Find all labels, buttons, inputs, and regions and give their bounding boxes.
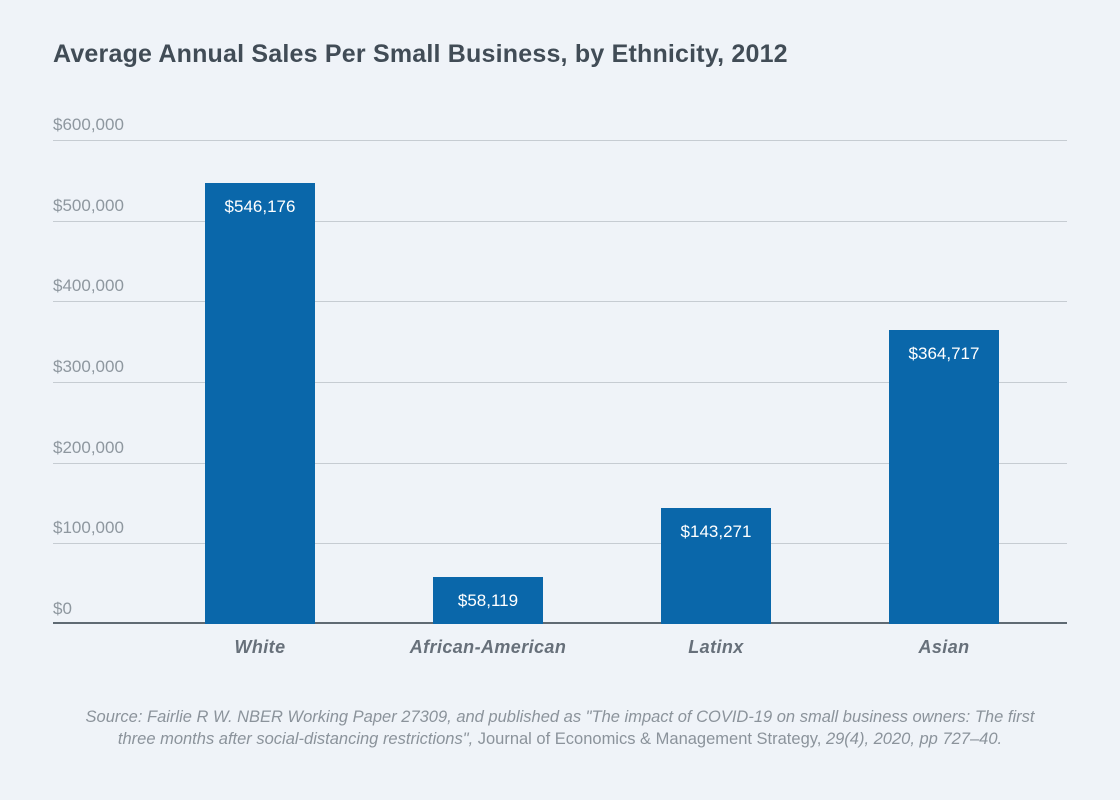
gridline — [53, 462, 1067, 464]
y-tick-label: $300,000 — [53, 357, 124, 376]
gridline — [53, 543, 1067, 545]
y-tick-label: $0 — [53, 599, 72, 618]
bar-value-label: $546,176 — [224, 197, 296, 217]
source-line-1: Source: Fairlie R W. NBER Working Paper … — [85, 708, 1035, 726]
gridline — [53, 140, 1067, 141]
y-tick-label: $200,000 — [53, 437, 124, 457]
source-line-2-italic-before: three months after social-distancing res… — [117, 730, 478, 748]
bar-value-label: $58,119 — [457, 591, 519, 611]
y-tick-label: $500,000 — [53, 195, 124, 215]
category-label: Asian — [918, 637, 970, 657]
gridline — [53, 301, 1067, 303]
y-tick-label: $400,000 — [53, 276, 124, 296]
y-tick-label: $600,000 — [53, 115, 124, 134]
bar-white: $546,176 — [205, 183, 315, 624]
bar-value-label: $143,271 — [680, 522, 752, 542]
bar-asian: $364,717 — [889, 329, 999, 624]
gridline — [53, 220, 1067, 222]
y-tick-label: $100,000 — [53, 518, 124, 538]
source-line-2-italic-after: 29(4), 2020, pp 727–40. — [821, 730, 1003, 748]
source-line-2: three months after social-distancing res… — [0, 728, 1120, 750]
category-label: White — [234, 637, 286, 657]
plot-area: $0 $100,000 $200,000 $300,000 $400,000 $500,0… — [53, 115, 1067, 657]
bar-latinx: $143,271 — [661, 508, 771, 624]
bar-value-label: $364,717 — [908, 343, 980, 363]
x-axis-baseline — [53, 622, 1067, 624]
bar-african-american: $58,119 — [433, 577, 543, 624]
source-journal-name: Journal of Economics & Management Strate… — [477, 730, 822, 748]
category-label: African-American — [409, 637, 567, 657]
category-label: Latinx — [688, 637, 744, 657]
chart-title: Average Annual Sales Per Small Business,… — [53, 40, 788, 68]
source-caption: Source: Fairlie R W. NBER Working Paper … — [0, 706, 1120, 750]
gridline — [53, 382, 1067, 383]
